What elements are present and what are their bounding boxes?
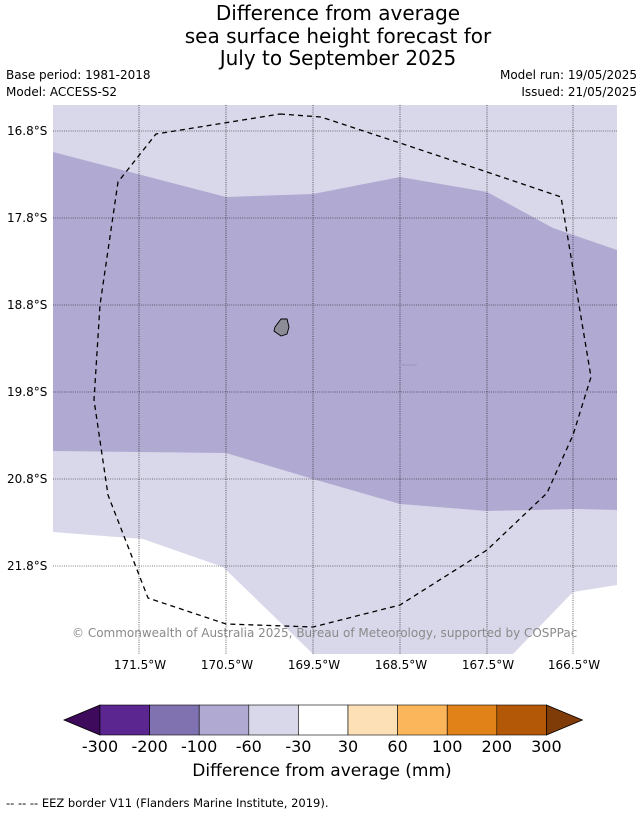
colorbar-segment [298, 704, 349, 736]
lon-label: 168.5°W [374, 658, 428, 672]
colorbar-segment [496, 704, 547, 736]
lon-label: 169.5°W [287, 658, 341, 672]
colorbar-segment [149, 704, 200, 736]
colorbar-segment [446, 704, 498, 736]
lat-label: 20.8°S [7, 472, 48, 486]
copyright-text: © Commonwealth of Australia 2025, Bureau… [72, 626, 578, 640]
lon-label: 171.5°W [113, 658, 167, 672]
lat-label: 21.8°S [7, 559, 48, 573]
colorbar-segment [248, 704, 299, 736]
colorbar-tick-label: 300 [531, 737, 562, 756]
meta-right: Model run: 19/05/2025 Issued: 21/05/2025 [500, 67, 637, 101]
map-title: Difference from average sea surface heig… [0, 2, 644, 70]
eez-border [93, 113, 592, 628]
title-line-1: Difference from average [215, 1, 461, 25]
colorbar-segment [397, 704, 448, 736]
colorbar-extend-high [546, 704, 584, 736]
map-canvas [53, 105, 617, 654]
colorbar-tick-label: 60 [387, 737, 408, 756]
lat-label: 17.8°S [7, 211, 48, 225]
island-shape [273, 318, 290, 337]
colorbar-tick-label: -200 [131, 737, 168, 756]
title-line-2: sea surface height forecast for [184, 23, 492, 48]
lon-label: 167.5°W [461, 658, 515, 672]
base-period: Base period: 1981-2018 [6, 68, 151, 82]
issued-date: Issued: 21/05/2025 [521, 85, 637, 99]
lat-label: 19.8°S [7, 385, 48, 399]
colorbar-tick-label: -300 [81, 737, 119, 756]
colorbar-segment [99, 704, 150, 736]
lat-label: 16.8°S [7, 124, 48, 138]
colorbar-label: Difference from average (mm) [192, 761, 452, 781]
eez-legend-note: -- -- -- EEZ border V11 (Flanders Marine… [6, 796, 329, 810]
grid-lines [53, 105, 617, 654]
colorbar-tick-label: -60 [235, 737, 262, 756]
colorbar-tick-label: -100 [181, 737, 218, 756]
meta-left: Base period: 1981-2018 Model: ACCESS-S2 [6, 67, 151, 101]
colorbar-segment [347, 704, 398, 736]
model-run: Model run: 19/05/2025 [499, 68, 637, 82]
colorbar-tick-label: 30 [337, 737, 359, 756]
colorbar-segment [198, 704, 250, 736]
colorbar [62, 704, 584, 736]
lon-label: 166.5°W [547, 658, 601, 672]
colorbar-tick-label: 200 [481, 737, 513, 756]
lon-label: 170.5°W [200, 658, 254, 672]
lat-label: 18.8°S [7, 298, 48, 312]
model-name: Model: ACCESS-S2 [6, 85, 118, 99]
colorbar-tick-label: -30 [285, 737, 312, 756]
title-line-3: July to September 2025 [219, 46, 457, 70]
colorbar-tick-label: 100 [431, 737, 463, 756]
colorbar-extend-low [62, 704, 101, 736]
anomaly-region-mid [53, 152, 617, 511]
